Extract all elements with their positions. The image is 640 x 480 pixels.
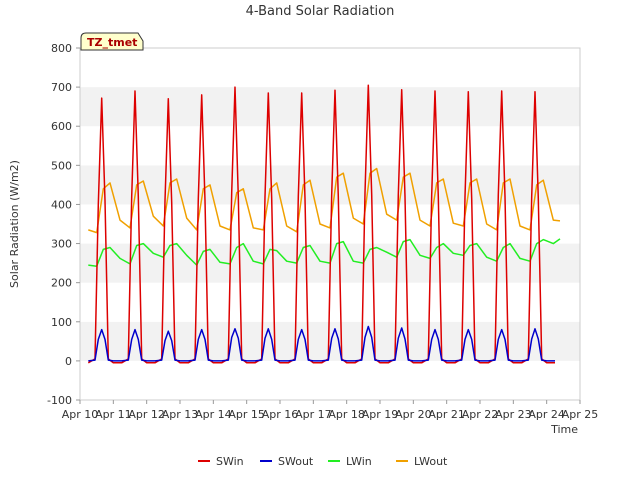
y-axis-ticks: -100 0 100 200 300 400 500 600 700 800 bbox=[47, 42, 80, 407]
y-tick-label: 500 bbox=[51, 159, 72, 172]
series-line-swin bbox=[87, 84, 555, 364]
site-annotation-label: TZ_tmet bbox=[87, 36, 137, 49]
x-tick-label: Apr 22 bbox=[462, 408, 499, 421]
series-line-swout bbox=[88, 325, 555, 362]
x-axis-label: Time bbox=[550, 423, 578, 436]
y-tick-label: -100 bbox=[47, 394, 72, 407]
legend-label: LWin bbox=[346, 455, 372, 468]
y-tick-label: 100 bbox=[51, 316, 72, 329]
x-tick-label: Apr 14 bbox=[195, 408, 232, 421]
legend-item-swin: SWin bbox=[198, 455, 244, 468]
x-tick-label: Apr 15 bbox=[228, 408, 265, 421]
x-tick-label: Apr 24 bbox=[528, 408, 565, 421]
site-annotation: TZ_tmet bbox=[80, 32, 144, 51]
x-tick-label: Apr 25 bbox=[562, 408, 599, 421]
grid-band bbox=[80, 165, 580, 205]
x-tick-label: Apr 18 bbox=[328, 408, 365, 421]
series-line-lwout bbox=[88, 167, 561, 234]
y-tick-label: 400 bbox=[51, 198, 72, 211]
x-tick-label: Apr 16 bbox=[262, 408, 299, 421]
plot-frame bbox=[79, 47, 581, 401]
y-tick-label: 300 bbox=[51, 238, 72, 251]
legend-item-lwin: LWin bbox=[328, 455, 372, 468]
legend-label: LWout bbox=[414, 455, 448, 468]
x-tick-label: Apr 11 bbox=[95, 408, 132, 421]
y-tick-label: 0 bbox=[65, 355, 72, 368]
x-tick-label: Apr 20 bbox=[395, 408, 432, 421]
x-tick-label: Apr 13 bbox=[162, 408, 199, 421]
legend-label: SWin bbox=[216, 455, 244, 468]
chart-title: 4-Band Solar Radiation bbox=[246, 4, 395, 19]
y-tick-label: 800 bbox=[51, 42, 72, 55]
y-axis-label: Solar Radiation (W/m2) bbox=[8, 160, 21, 288]
grid-band bbox=[80, 87, 580, 127]
grid-band bbox=[80, 48, 580, 88]
legend-item-lwout: LWout bbox=[396, 455, 448, 468]
grid-band bbox=[80, 126, 580, 166]
series-layer bbox=[87, 84, 561, 364]
legend-label: SWout bbox=[278, 455, 314, 468]
x-tick-label: Apr 17 bbox=[295, 408, 332, 421]
y-tick-label: 700 bbox=[51, 81, 72, 94]
x-tick-label: Apr 19 bbox=[362, 408, 399, 421]
legend: SWin SWout LWin LWout bbox=[198, 455, 448, 468]
x-tick-label: Apr 23 bbox=[495, 408, 532, 421]
legend-item-swout: SWout bbox=[260, 455, 314, 468]
series-line-lwin bbox=[88, 238, 561, 267]
y-tick-label: 200 bbox=[51, 277, 72, 290]
y-tick-label: 600 bbox=[51, 120, 72, 133]
x-tick-label: Apr 21 bbox=[428, 408, 465, 421]
x-tick-label: Apr 12 bbox=[128, 408, 165, 421]
x-tick-label: Apr 10 bbox=[62, 408, 99, 421]
grid-band bbox=[80, 360, 580, 400]
